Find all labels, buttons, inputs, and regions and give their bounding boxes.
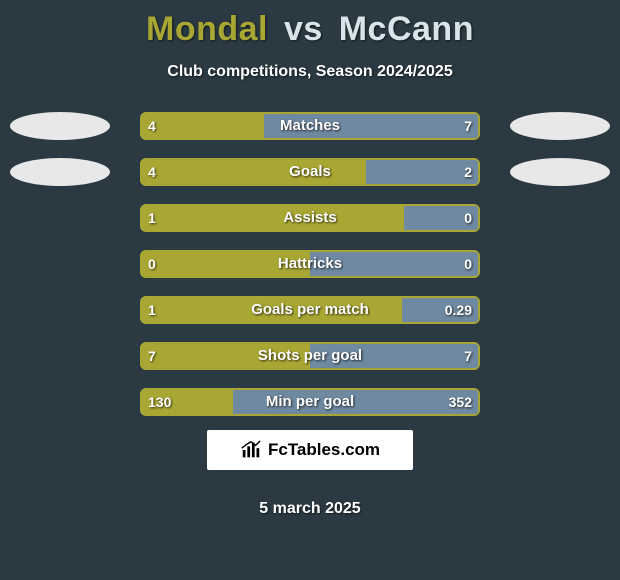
- stat-row: 10Assists: [0, 192, 620, 238]
- stat-value-left: 0: [140, 250, 164, 278]
- stat-value-right: 352: [441, 388, 480, 416]
- subtitle: Club competitions, Season 2024/2025: [0, 63, 620, 81]
- stat-value-right: 7: [456, 112, 480, 140]
- stat-value-left: 1: [140, 204, 164, 232]
- comparison-rows: 47Matches42Goals10Assists00Hattricks10.2…: [0, 100, 620, 422]
- bar-left: [142, 252, 310, 276]
- stat-row: 00Hattricks: [0, 238, 620, 284]
- stat-value-left: 4: [140, 112, 164, 140]
- stat-row: 10.29Goals per match: [0, 284, 620, 330]
- title-right-player: McCann: [339, 10, 474, 48]
- stat-value-left: 4: [140, 158, 164, 186]
- stat-row: 130352Min per goal: [0, 376, 620, 422]
- stat-row: 47Matches: [0, 100, 620, 146]
- team-badge-left: [10, 158, 110, 186]
- stat-value-right: 0: [456, 250, 480, 278]
- stat-value-right: 2: [456, 158, 480, 186]
- bar-track: [140, 204, 480, 232]
- watermark-text: FcTables.com: [268, 440, 380, 460]
- bar-track: [140, 158, 480, 186]
- bar-right: [310, 344, 478, 368]
- title-left-player: Mondal: [146, 10, 268, 48]
- page-title: Mondal vs McCann: [0, 0, 620, 49]
- chart-icon: [240, 439, 262, 461]
- stat-row: 42Goals: [0, 146, 620, 192]
- bar-track: [140, 250, 480, 278]
- stat-value-left: 130: [140, 388, 179, 416]
- bar-left: [142, 160, 366, 184]
- stat-row: 77Shots per goal: [0, 330, 620, 376]
- watermark: FcTables.com: [207, 430, 413, 470]
- bar-left: [142, 206, 404, 230]
- bar-left: [142, 298, 402, 322]
- team-badge-right: [510, 112, 610, 140]
- bar-left: [142, 344, 310, 368]
- bar-right: [264, 114, 478, 138]
- team-badge-right: [510, 158, 610, 186]
- bar-track: [140, 296, 480, 324]
- bar-track: [140, 388, 480, 416]
- team-badge-left: [10, 112, 110, 140]
- stat-value-right: 0.29: [437, 296, 480, 324]
- bar-right: [310, 252, 478, 276]
- bar-track: [140, 342, 480, 370]
- title-vs: vs: [284, 10, 323, 48]
- bar-track: [140, 112, 480, 140]
- stat-value-right: 0: [456, 204, 480, 232]
- date-label: 5 march 2025: [0, 500, 620, 518]
- stat-value-left: 7: [140, 342, 164, 370]
- stat-value-right: 7: [456, 342, 480, 370]
- stat-value-left: 1: [140, 296, 164, 324]
